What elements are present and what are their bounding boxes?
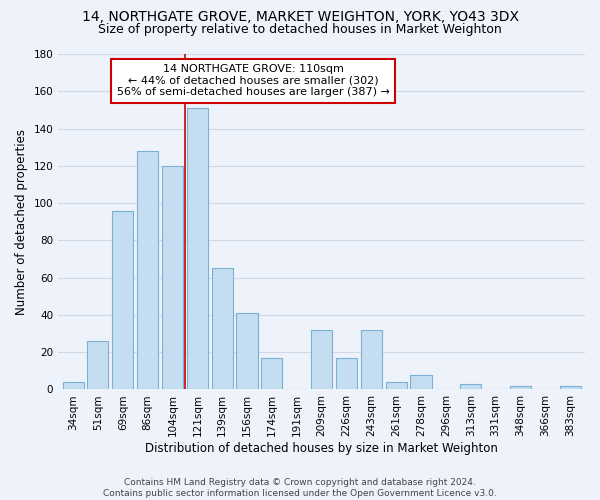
Bar	[410, 374, 431, 390]
Bar	[236, 313, 257, 390]
Y-axis label: Number of detached properties: Number of detached properties	[15, 128, 28, 314]
Bar	[560, 386, 581, 390]
Text: 14 NORTHGATE GROVE: 110sqm
← 44% of detached houses are smaller (302)
56% of sem: 14 NORTHGATE GROVE: 110sqm ← 44% of deta…	[116, 64, 389, 98]
Bar	[336, 358, 357, 390]
Bar	[88, 341, 109, 390]
Text: Contains HM Land Registry data © Crown copyright and database right 2024.
Contai: Contains HM Land Registry data © Crown c…	[103, 478, 497, 498]
Bar	[460, 384, 481, 390]
Bar	[112, 210, 133, 390]
Bar	[137, 151, 158, 390]
X-axis label: Distribution of detached houses by size in Market Weighton: Distribution of detached houses by size …	[145, 442, 498, 455]
Bar	[386, 382, 407, 390]
Bar	[262, 358, 283, 390]
Bar	[361, 330, 382, 390]
Bar	[187, 108, 208, 390]
Bar	[510, 386, 531, 390]
Bar	[212, 268, 233, 390]
Bar	[162, 166, 183, 390]
Text: 14, NORTHGATE GROVE, MARKET WEIGHTON, YORK, YO43 3DX: 14, NORTHGATE GROVE, MARKET WEIGHTON, YO…	[82, 10, 518, 24]
Text: Size of property relative to detached houses in Market Weighton: Size of property relative to detached ho…	[98, 22, 502, 36]
Bar	[311, 330, 332, 390]
Bar	[62, 382, 83, 390]
